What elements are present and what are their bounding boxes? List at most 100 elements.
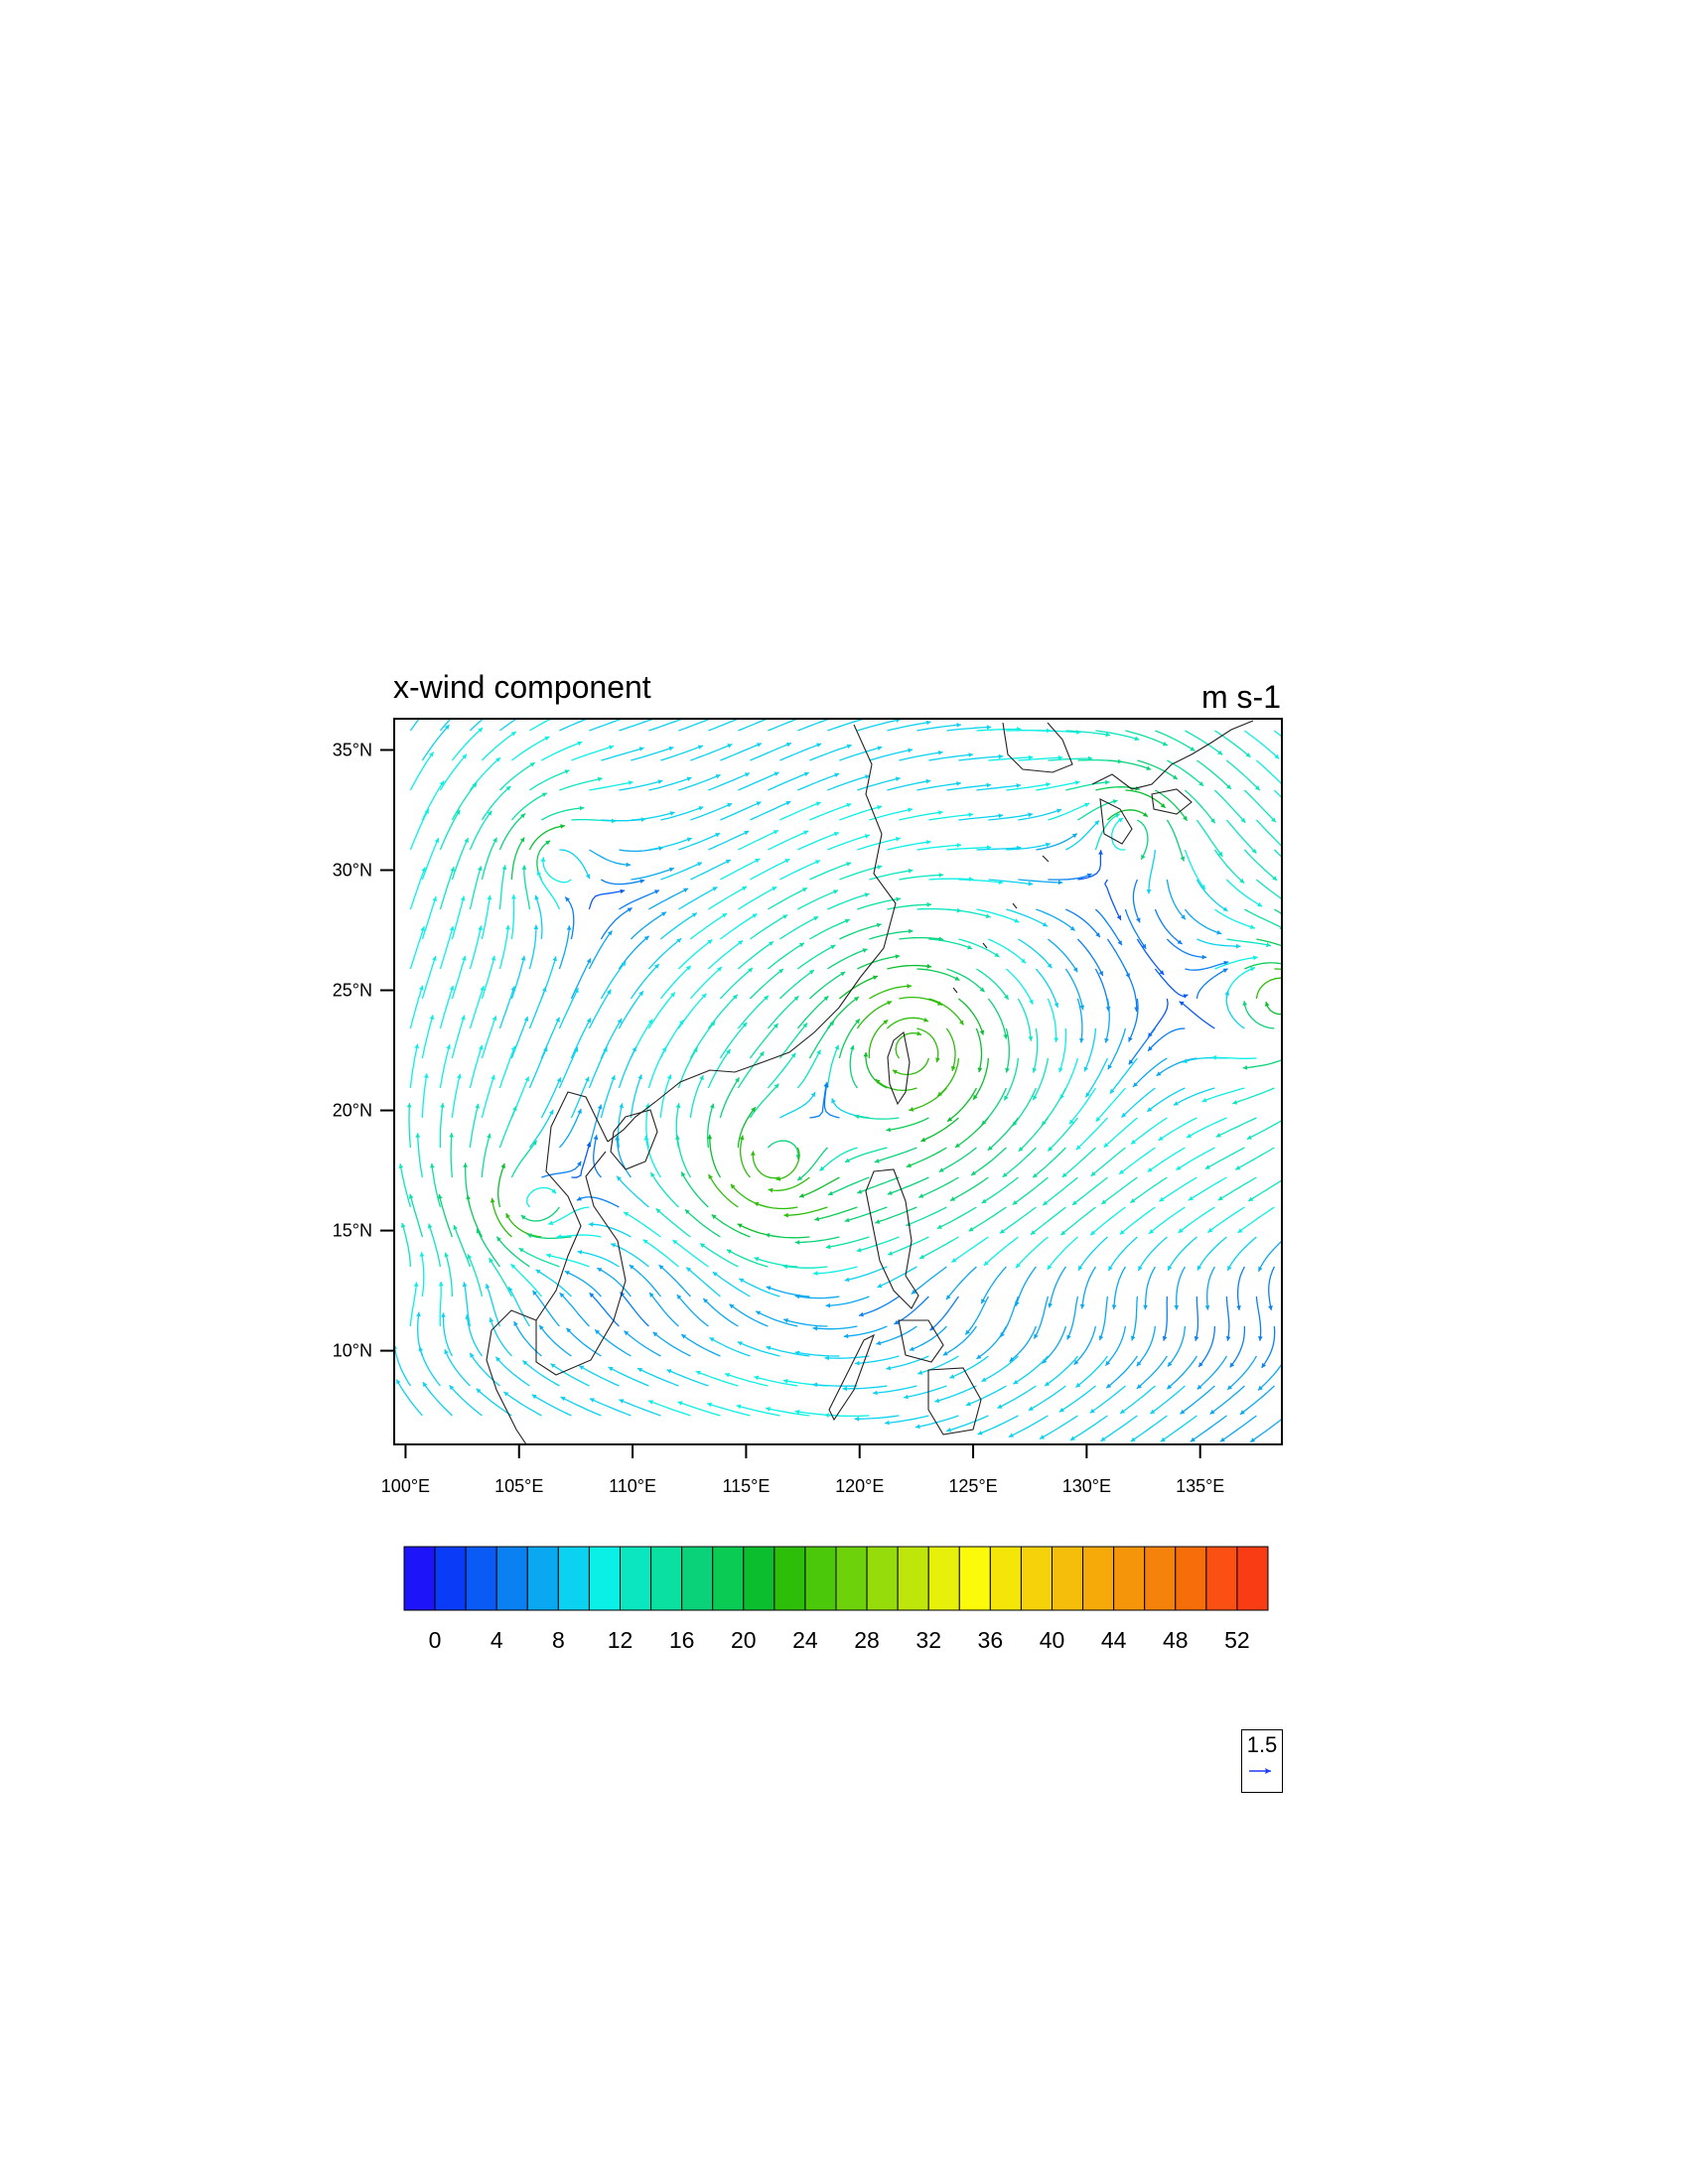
streamline bbox=[1100, 1415, 1138, 1442]
streamline-arrowhead bbox=[711, 1214, 717, 1220]
streamline-arrowhead bbox=[1215, 1133, 1221, 1138]
streamline bbox=[844, 1266, 888, 1282]
streamline bbox=[868, 1019, 889, 1059]
streamline bbox=[945, 1027, 956, 1071]
streamline-arrowhead bbox=[979, 987, 985, 993]
streamline-arrowhead bbox=[532, 706, 537, 710]
colorbar-swatch bbox=[588, 1546, 622, 1611]
streamline-arrowhead bbox=[735, 1077, 740, 1083]
streamline-arrowhead bbox=[579, 805, 585, 811]
streamline bbox=[594, 1328, 632, 1357]
streamline-arrowhead bbox=[464, 838, 469, 843]
streamline-arrowhead bbox=[540, 857, 546, 862]
streamline bbox=[1125, 730, 1169, 747]
streamline bbox=[1255, 977, 1282, 1000]
streamline bbox=[720, 858, 761, 881]
streamline-arrowhead bbox=[987, 1146, 993, 1151]
streamline bbox=[946, 1087, 977, 1123]
streamline bbox=[812, 1383, 858, 1387]
streamline bbox=[1094, 908, 1123, 946]
streamline-arrowhead bbox=[1058, 1067, 1063, 1073]
streamline-arrowhead bbox=[523, 1017, 529, 1022]
streamline bbox=[946, 783, 992, 791]
streamline bbox=[1130, 1415, 1168, 1442]
streamline bbox=[1286, 939, 1321, 966]
streamline bbox=[451, 727, 484, 761]
streamline-arrowhead bbox=[1271, 817, 1276, 823]
streamline bbox=[1136, 938, 1165, 976]
streamline bbox=[1124, 968, 1138, 1013]
streamline-arrowhead bbox=[546, 1253, 551, 1259]
colorbar-label: 16 bbox=[669, 1627, 695, 1653]
streamline-arrowhead bbox=[1217, 750, 1223, 755]
streamline bbox=[647, 1400, 691, 1417]
streamline-arrowhead bbox=[1173, 774, 1178, 779]
colorbar-label: 4 bbox=[491, 1627, 503, 1653]
streamline bbox=[1188, 1176, 1227, 1201]
streamline bbox=[997, 1385, 1037, 1410]
streamline-arrowhead bbox=[398, 1163, 404, 1168]
streamline-arrowhead bbox=[1286, 976, 1291, 981]
streamline-arrowhead bbox=[529, 762, 535, 767]
streamline-arrowhead bbox=[782, 914, 788, 919]
colorbar-swatch bbox=[1205, 1546, 1238, 1611]
streamline bbox=[655, 1207, 691, 1238]
streamline bbox=[737, 940, 774, 970]
streamline bbox=[1009, 1325, 1038, 1363]
streamline-arrowhead bbox=[449, 1133, 454, 1138]
streamline bbox=[481, 1016, 497, 1059]
streamline-arrowhead bbox=[1078, 1265, 1083, 1271]
streamline bbox=[395, 1379, 423, 1417]
streamline bbox=[1244, 730, 1280, 759]
streamline-arrowhead bbox=[489, 1317, 494, 1323]
streamline-arrowhead bbox=[1042, 921, 1048, 927]
streamline-arrowhead bbox=[951, 1258, 957, 1263]
streamline bbox=[886, 1017, 929, 1029]
streamline-arrowhead bbox=[520, 1215, 526, 1220]
streamline-arrowhead bbox=[638, 747, 644, 751]
streamline bbox=[1137, 759, 1179, 780]
streamline-arrowhead bbox=[1100, 1436, 1106, 1441]
streamline-arrowhead bbox=[676, 1295, 682, 1299]
streamline-arrowhead bbox=[1174, 1101, 1179, 1106]
streamline-arrowhead bbox=[432, 896, 437, 901]
streamline-arrowhead bbox=[1084, 802, 1090, 808]
streamline-arrowhead bbox=[1250, 967, 1255, 972]
streamline bbox=[857, 719, 902, 732]
streamline-arrowhead bbox=[467, 1254, 473, 1260]
streamline-arrowhead bbox=[647, 1019, 653, 1024]
streamline-arrowhead bbox=[686, 776, 692, 781]
streamline bbox=[677, 1401, 721, 1417]
streamline-arrowhead bbox=[812, 1382, 818, 1388]
streamline-arrowhead bbox=[907, 984, 912, 989]
streamline-arrowhead bbox=[532, 1291, 538, 1296]
streamline-arrowhead bbox=[1294, 949, 1299, 953]
streamline bbox=[636, 1367, 679, 1387]
streamline-arrowhead bbox=[621, 961, 627, 967]
streamline-arrowhead bbox=[653, 964, 659, 969]
streamline bbox=[1076, 938, 1104, 977]
streamline bbox=[1065, 820, 1100, 851]
streamline-arrowhead bbox=[739, 1278, 745, 1284]
streamline-arrowhead bbox=[586, 1018, 591, 1024]
streamline bbox=[766, 1345, 810, 1357]
streamline bbox=[1214, 730, 1251, 758]
map-background bbox=[394, 719, 1282, 1444]
streamline-arrowhead bbox=[785, 800, 791, 806]
map-frame bbox=[393, 718, 1283, 1445]
streamline bbox=[827, 774, 871, 791]
streamline-arrowhead bbox=[669, 811, 675, 816]
streamline-arrowhead bbox=[954, 976, 960, 981]
streamline bbox=[469, 866, 483, 910]
streamline bbox=[1226, 938, 1272, 947]
streamline bbox=[1197, 1325, 1216, 1368]
streamline-arrowhead bbox=[981, 1377, 987, 1382]
colorbar-label: 52 bbox=[1224, 1627, 1250, 1653]
streamline-arrowhead bbox=[819, 1165, 825, 1171]
streamline bbox=[1032, 1057, 1050, 1101]
streamline bbox=[1104, 879, 1122, 921]
streamline-arrowhead bbox=[998, 813, 1004, 819]
streamline bbox=[814, 1206, 858, 1221]
streamline bbox=[1239, 1385, 1275, 1416]
